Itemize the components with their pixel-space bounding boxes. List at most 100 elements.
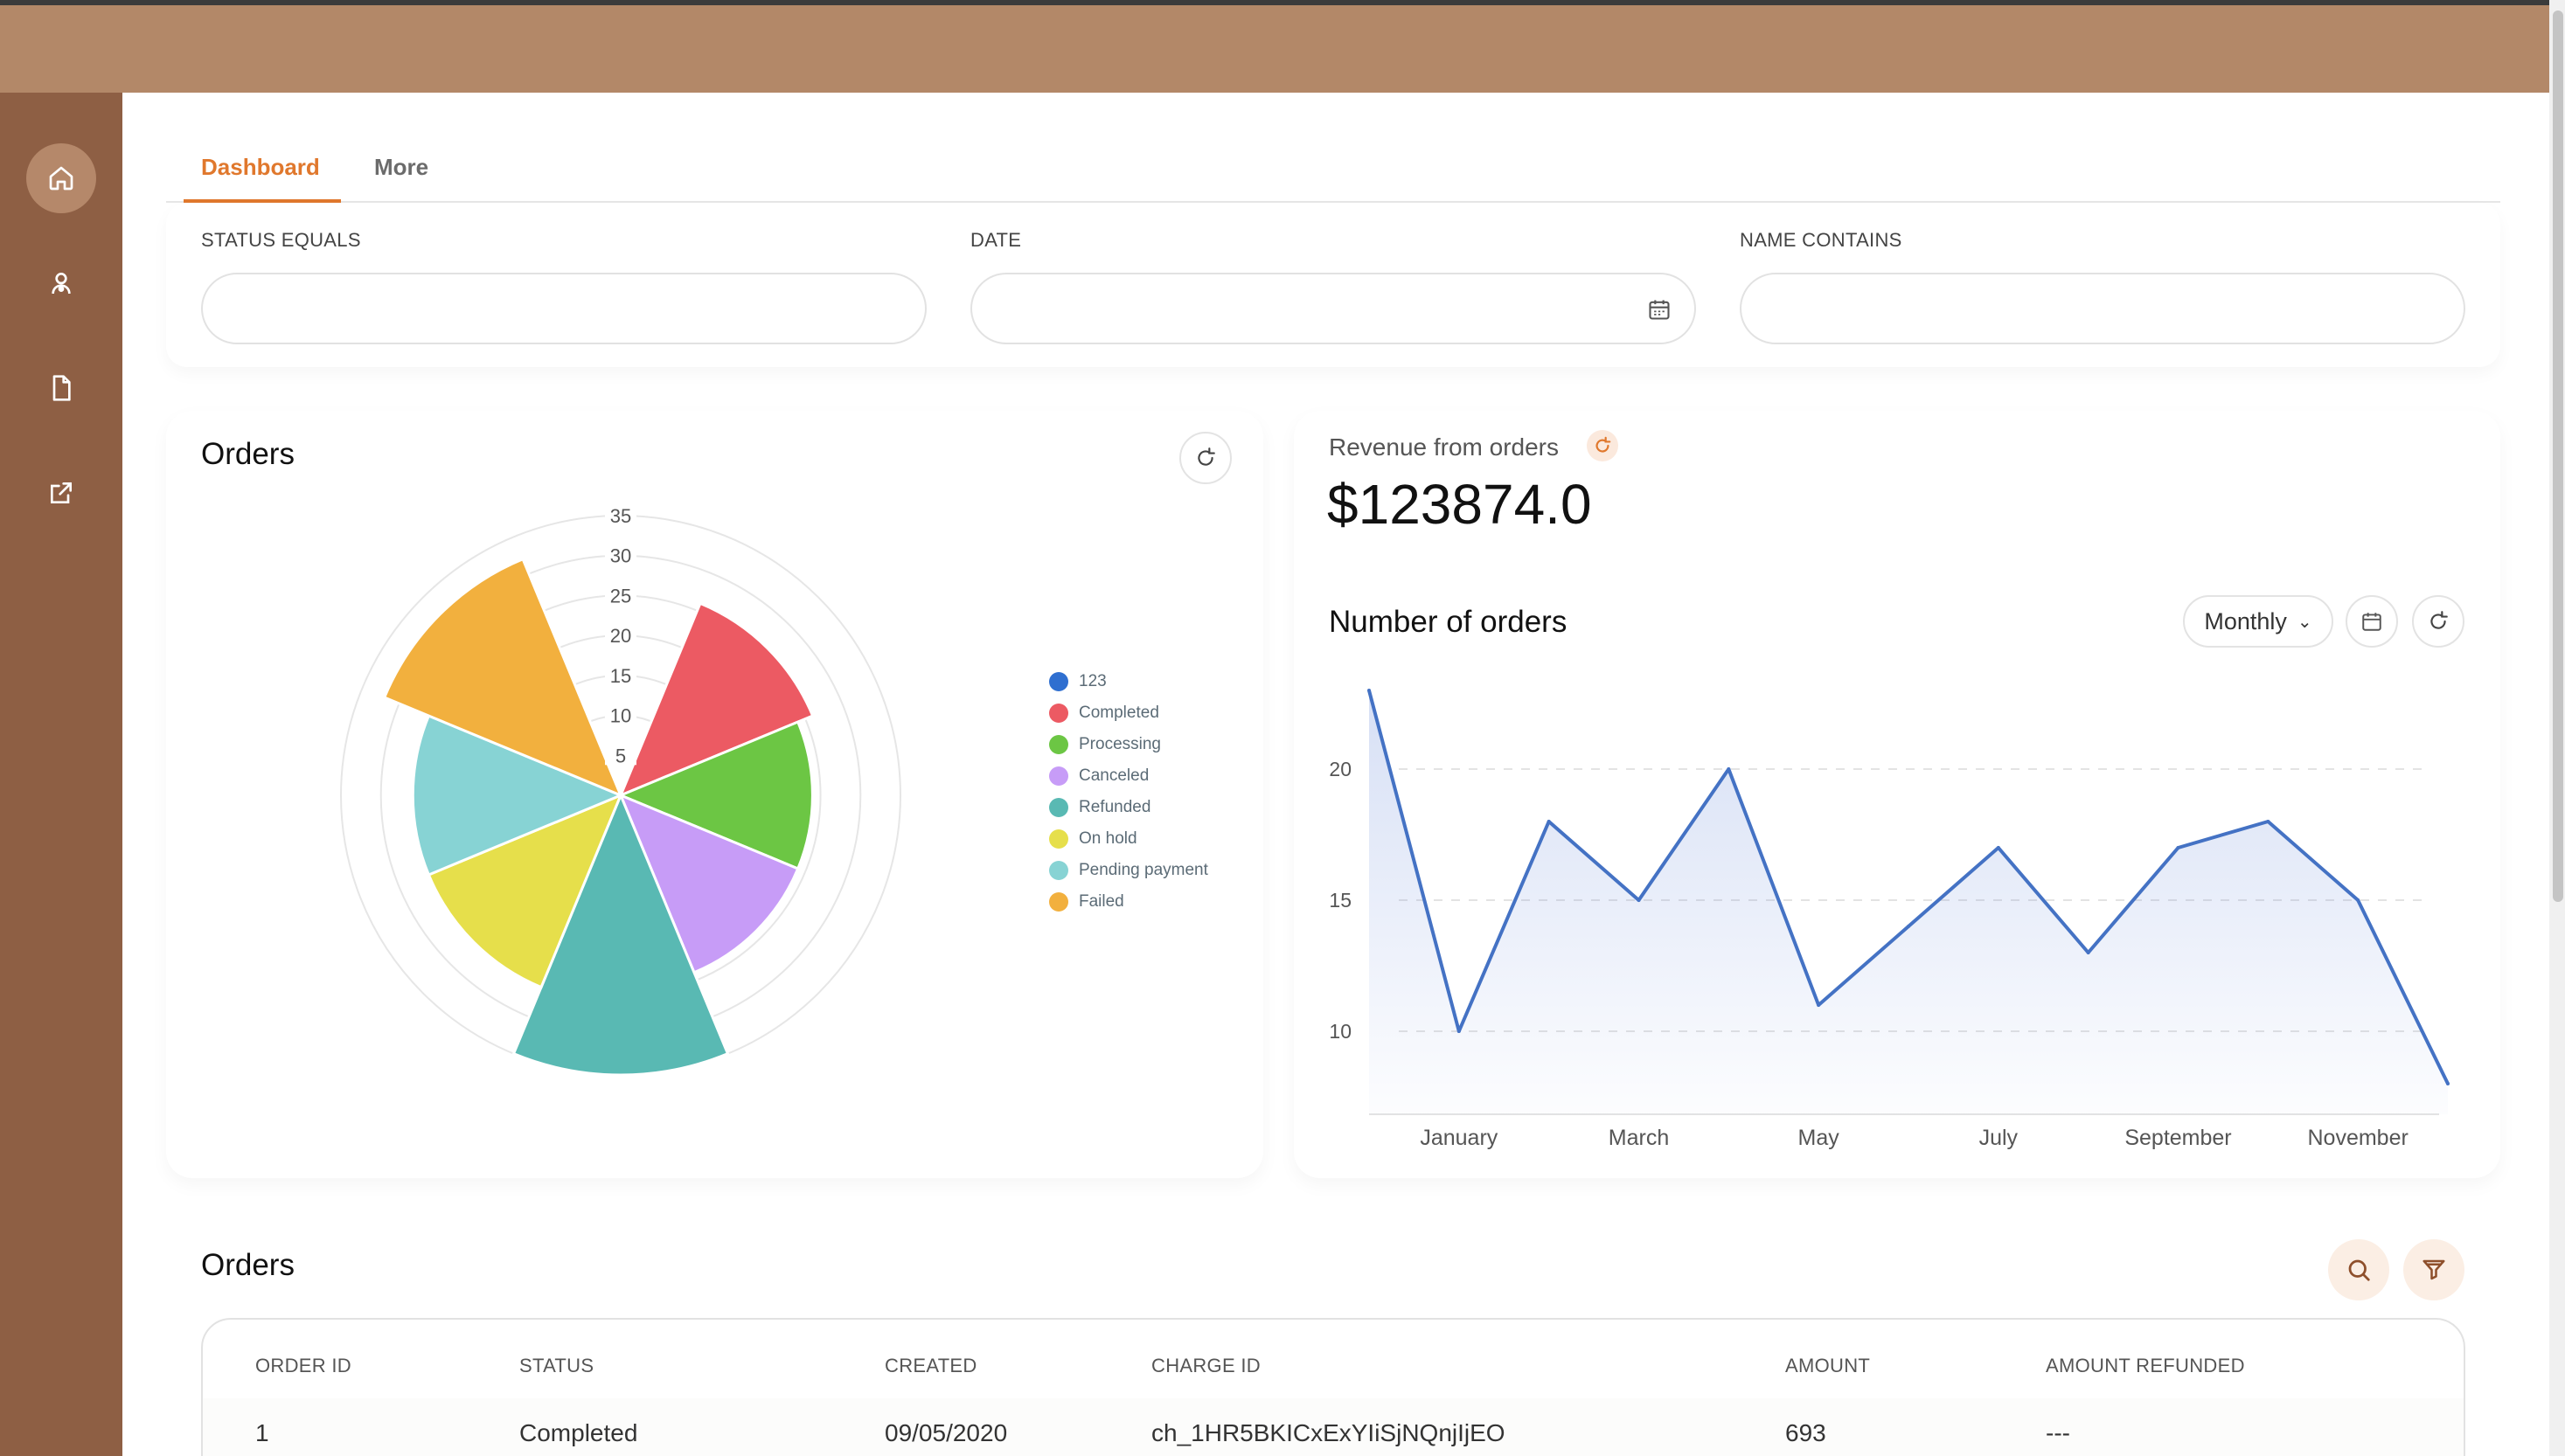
legend-item[interactable]: Failed (1049, 886, 1208, 918)
cell-status: Completed (519, 1419, 638, 1446)
documents-nav-button[interactable] (26, 353, 96, 423)
legend-swatch (1049, 766, 1068, 786)
polar-tick-label: 10 (610, 705, 631, 727)
column-header-order-id[interactable]: ORDER ID (255, 1355, 351, 1376)
home-nav-button[interactable] (26, 143, 96, 213)
data-point[interactable] (2446, 1082, 2450, 1085)
polar-slice-on-hold[interactable] (427, 793, 623, 989)
legend-swatch (1049, 672, 1068, 691)
legend-item[interactable]: Processing (1049, 729, 1208, 760)
polar-tick-bg (605, 584, 636, 606)
users-nav-button[interactable] (26, 248, 96, 318)
name-filter-input[interactable] (1740, 273, 2465, 344)
polar-tick-label: 35 (610, 505, 631, 527)
date-range-button[interactable] (2346, 595, 2398, 648)
name-filter-label: NAME CONTAINS (1740, 229, 1902, 251)
data-point[interactable] (1727, 767, 1731, 771)
cell-charge-id: ch_1HR5BKICxExYIiSjNQnjIjEO (1151, 1419, 1505, 1446)
tab-more[interactable]: More (374, 154, 429, 180)
data-point[interactable] (1996, 846, 2000, 849)
polar-slice-pending-payment[interactable] (411, 714, 624, 877)
polar-slice-failed[interactable] (382, 557, 623, 798)
y-tick-label: 15 (1329, 889, 1352, 912)
polar-tick-label: 5 (615, 745, 626, 766)
orders-chart-title: Orders (201, 437, 295, 471)
legend-item[interactable]: Refunded (1049, 792, 1208, 823)
legend-item[interactable]: Completed (1049, 697, 1208, 729)
data-point[interactable] (1907, 925, 1910, 928)
legend-item[interactable]: Pending payment (1049, 855, 1208, 886)
x-tick-label: November (2308, 1126, 2409, 1150)
page-scrollbar[interactable] (2549, 0, 2565, 1456)
external-link-nav-button[interactable] (26, 458, 96, 528)
date-filter-input[interactable] (970, 273, 1696, 344)
revenue-value: $123874.0 (1327, 473, 1592, 536)
polar-slice-completed[interactable] (618, 601, 815, 798)
status-filter-label: STATUS EQUALS (201, 229, 361, 251)
home-icon (49, 166, 73, 191)
x-tick-label: January (1420, 1126, 1498, 1150)
legend-label: Canceled (1079, 766, 1150, 785)
polar-tick-bg (605, 663, 636, 685)
column-header-charge-id[interactable]: CHARGE ID (1151, 1355, 1261, 1376)
revenue-refresh-button[interactable] (1587, 430, 1618, 461)
data-point[interactable] (1637, 898, 1641, 902)
data-point[interactable] (1367, 689, 1371, 692)
legend-item[interactable]: 123 (1049, 666, 1208, 697)
filter-panel: STATUS EQUALS DATE NAME CONTAINS (166, 203, 2500, 367)
column-header-amount-refunded[interactable]: AMOUNT REFUNDED (2046, 1355, 2245, 1376)
legend-label: Completed (1079, 704, 1159, 722)
date-filter-label: DATE (970, 229, 1022, 251)
data-point[interactable] (1456, 1030, 1461, 1033)
status-filter-input[interactable] (201, 273, 927, 344)
legend-item[interactable]: Canceled (1049, 760, 1208, 792)
legend-swatch (1049, 892, 1068, 912)
calendar-icon[interactable] (1647, 297, 1672, 322)
data-point[interactable] (2176, 846, 2180, 849)
data-point[interactable] (1817, 1003, 1821, 1007)
tab-dashboard[interactable]: Dashboard (201, 154, 320, 180)
legend-swatch (1049, 704, 1068, 723)
polar-tick-bg (605, 504, 636, 525)
polar-slice-canceled[interactable] (618, 793, 800, 974)
data-point[interactable] (1547, 820, 1551, 823)
window-top-strip (0, 0, 2565, 5)
tab-bar: Dashboard More (166, 131, 2500, 203)
top-bar (0, 5, 2565, 93)
period-select[interactable]: Monthly ⌄ (2183, 595, 2333, 648)
chevron-down-icon: ⌄ (2297, 612, 2312, 632)
data-point[interactable] (2266, 820, 2270, 823)
x-tick-label: July (1979, 1126, 2019, 1150)
orders-polar-chart: 5 10 15 20 25 30 35 (340, 504, 901, 1077)
orders-line-chart-title: Number of orders (1329, 605, 1568, 639)
legend-label: Pending payment (1079, 861, 1208, 879)
table-search-button[interactable] (2328, 1239, 2389, 1300)
table-row[interactable] (203, 1398, 2464, 1456)
orders-chart-legend: 123 Completed Processing Canceled Refunded On… (1049, 666, 1208, 918)
x-tick-label: May (1798, 1126, 1840, 1150)
cell-amount-refunded: --- (2046, 1419, 2070, 1446)
column-header-status[interactable]: STATUS (519, 1355, 594, 1376)
external-link-icon (51, 482, 72, 503)
legend-item[interactable]: On hold (1049, 823, 1208, 855)
orders-refresh-button[interactable] (1179, 432, 1232, 484)
y-tick-label: 10 (1329, 1020, 1352, 1043)
polar-slice-processing[interactable] (617, 720, 814, 870)
data-point[interactable] (2356, 898, 2360, 902)
cell-created: 09/05/2020 (885, 1419, 1008, 1446)
active-tab-indicator (184, 199, 341, 203)
cell-amount: 693 (1785, 1419, 1826, 1446)
polar-tick-bg (605, 744, 636, 766)
polar-tick-bg (605, 544, 636, 565)
polar-slice-refunded[interactable] (511, 792, 730, 1077)
table-filter-button[interactable] (2403, 1239, 2464, 1300)
calendar-icon (2362, 613, 2381, 631)
user-icon (52, 273, 71, 295)
column-header-amount[interactable]: AMOUNT (1785, 1355, 1871, 1376)
line-chart-refresh-button[interactable] (2412, 595, 2464, 648)
polar-tick-bg (605, 704, 636, 725)
column-header-created[interactable]: CREATED (885, 1355, 977, 1376)
legend-swatch (1049, 798, 1068, 817)
scrollbar-thumb[interactable] (2553, 10, 2563, 902)
data-point[interactable] (2086, 951, 2090, 954)
